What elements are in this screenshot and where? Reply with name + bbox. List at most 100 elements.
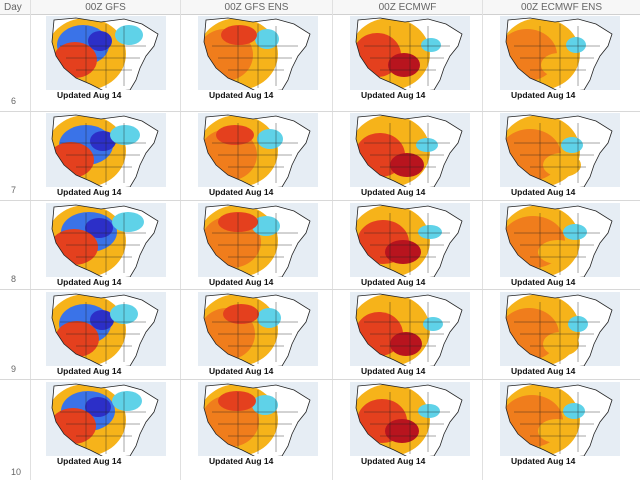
forecast-map-thumbnail[interactable]: Updated Aug 14 <box>198 203 318 288</box>
temperature-anomaly-map <box>46 382 166 456</box>
state-borders <box>212 211 298 275</box>
updated-caption: Updated Aug 14 <box>46 456 166 467</box>
forecast-map-thumbnail[interactable]: Updated Aug 14 <box>46 113 166 198</box>
forecast-map-thumbnail[interactable]: Updated Aug 14 <box>350 382 470 467</box>
forecast-map-thumbnail[interactable]: Updated Aug 14 <box>46 16 166 101</box>
forecast-map-thumbnail[interactable]: Updated Aug 14 <box>500 113 620 198</box>
updated-caption: Updated Aug 14 <box>46 187 166 198</box>
coastline <box>505 204 613 277</box>
state-borders <box>364 121 450 185</box>
temperature-anomaly-map <box>198 16 318 90</box>
updated-caption: Updated Aug 14 <box>46 277 166 288</box>
anomaly-region <box>563 403 585 419</box>
anomaly-region <box>543 153 581 177</box>
anomaly-region <box>538 240 578 264</box>
anomaly-region <box>385 240 421 264</box>
forecast-map-thumbnail[interactable]: Updated Aug 14 <box>198 292 318 377</box>
updated-caption: Updated Aug 14 <box>198 277 318 288</box>
updated-caption: Updated Aug 14 <box>198 90 318 101</box>
anomaly-region <box>566 37 586 53</box>
anomaly-region <box>541 53 577 77</box>
anomaly-region <box>418 225 442 239</box>
forecast-map-thumbnail[interactable]: Updated Aug 14 <box>350 292 470 377</box>
temperature-anomaly-map <box>46 203 166 277</box>
day-column-header: Day <box>0 0 30 15</box>
temperature-anomaly-map <box>500 382 620 456</box>
temperature-anomaly-map <box>350 113 470 187</box>
column-divider <box>180 0 181 480</box>
state-borders <box>60 121 146 185</box>
forecast-map-thumbnail[interactable]: Updated Aug 14 <box>500 203 620 288</box>
temperature-anomaly-map <box>350 203 470 277</box>
forecast-map-thumbnail[interactable]: Updated Aug 14 <box>198 16 318 101</box>
anomaly-region <box>90 310 114 330</box>
anomaly-region <box>90 131 116 151</box>
state-borders <box>514 211 600 275</box>
state-borders <box>212 121 298 185</box>
state-borders <box>212 300 298 364</box>
day-label: 8 <box>11 274 17 284</box>
temperature-anomaly-map <box>46 113 166 187</box>
anomaly-region <box>423 317 443 331</box>
anomaly-region <box>221 25 257 45</box>
temperature-anomaly-map <box>500 203 620 277</box>
forecast-map-thumbnail[interactable]: Updated Aug 14 <box>500 382 620 467</box>
forecast-map-thumbnail[interactable]: Updated Aug 14 <box>198 382 318 467</box>
forecast-map-thumbnail[interactable]: Updated Aug 14 <box>46 292 166 377</box>
state-borders <box>60 390 146 454</box>
anomaly-region <box>421 38 441 52</box>
forecast-map-thumbnail[interactable]: Updated Aug 14 <box>46 382 166 467</box>
state-borders <box>212 390 298 454</box>
column-header-ecmwf[interactable]: 00Z ECMWF <box>332 0 482 15</box>
column-header-gfs[interactable]: 00Z GFS <box>30 0 180 15</box>
coastline <box>355 293 463 366</box>
state-borders <box>514 390 600 454</box>
coastline <box>203 204 311 277</box>
state-borders <box>212 24 298 88</box>
forecast-map-thumbnail[interactable]: Updated Aug 14 <box>198 113 318 198</box>
day-label: 6 <box>11 96 17 106</box>
temperature-anomaly-map <box>198 292 318 366</box>
temperature-anomaly-map <box>500 292 620 366</box>
updated-caption: Updated Aug 14 <box>198 456 318 467</box>
forecast-map-thumbnail[interactable]: Updated Aug 14 <box>46 203 166 288</box>
coastline <box>203 114 311 187</box>
updated-caption: Updated Aug 14 <box>198 366 318 377</box>
updated-caption: Updated Aug 14 <box>198 187 318 198</box>
temperature-anomaly-map <box>350 292 470 366</box>
coastline <box>51 17 159 90</box>
anomaly-region <box>257 129 283 149</box>
anomaly-region <box>538 419 576 443</box>
day-label: 10 <box>11 467 22 477</box>
anomaly-region <box>112 212 144 232</box>
updated-caption: Updated Aug 14 <box>500 366 620 377</box>
state-borders <box>60 24 146 88</box>
updated-caption: Updated Aug 14 <box>500 277 620 288</box>
temperature-anomaly-map <box>500 16 620 90</box>
day-label: 9 <box>11 364 17 374</box>
forecast-map-thumbnail[interactable]: Updated Aug 14 <box>350 203 470 288</box>
temperature-anomaly-map <box>198 113 318 187</box>
column-divider <box>30 0 31 480</box>
coastline <box>51 114 159 187</box>
forecast-map-thumbnail[interactable]: Updated Aug 14 <box>500 16 620 101</box>
temperature-anomaly-map <box>500 113 620 187</box>
coastline <box>505 383 613 456</box>
anomaly-region <box>390 153 424 177</box>
coastline <box>203 383 311 456</box>
anomaly-region <box>218 391 256 411</box>
state-borders <box>364 24 450 88</box>
updated-caption: Updated Aug 14 <box>350 366 470 377</box>
forecast-map-thumbnail[interactable]: Updated Aug 14 <box>350 113 470 198</box>
temperature-anomaly-map <box>350 382 470 456</box>
coastline <box>51 383 159 456</box>
forecast-map-thumbnail[interactable]: Updated Aug 14 <box>350 16 470 101</box>
coastline <box>203 293 311 366</box>
column-header-ecmwf-ens[interactable]: 00Z ECMWF ENS <box>482 0 640 15</box>
forecast-map-thumbnail[interactable]: Updated Aug 14 <box>500 292 620 377</box>
anomaly-region <box>216 125 254 145</box>
column-header-gfs-ens[interactable]: 00Z GFS ENS <box>180 0 332 15</box>
coastline <box>355 383 463 456</box>
column-divider <box>332 0 333 480</box>
